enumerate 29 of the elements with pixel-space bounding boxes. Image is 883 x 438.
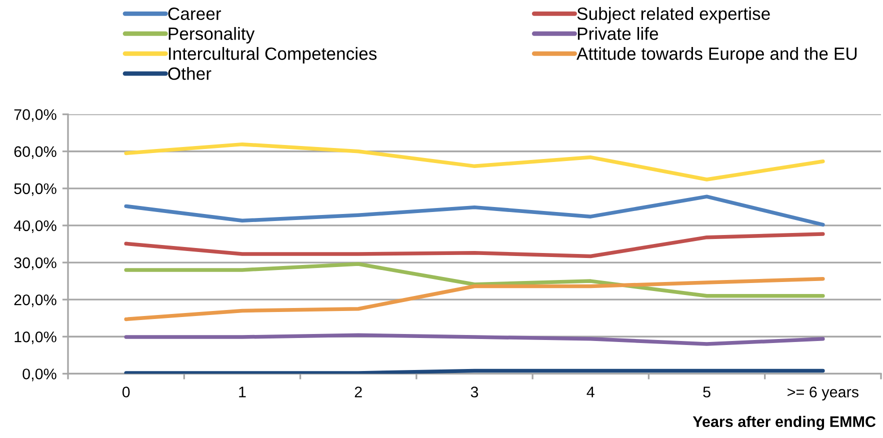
line-series [124, 142, 825, 182]
y-tick-label: 60,0% [14, 146, 56, 159]
line-series [124, 333, 825, 346]
y-tick-label: 10,0% [14, 332, 56, 344]
y-tick-label: 70,0% [14, 109, 56, 122]
legend-label: Other [168, 66, 212, 80]
x-tick-label: >= 6 years [788, 386, 858, 400]
y-tick-label: 40,0% [14, 220, 56, 233]
line-series [124, 232, 825, 258]
line-series [124, 194, 825, 227]
y-tick-label: 30,0% [14, 257, 56, 270]
x-tick-label: 4 [586, 386, 594, 398]
legend-label: Personality [168, 27, 255, 44]
x-tick-label: 5 [703, 386, 710, 398]
legend-label: Attitude towards Europe and the EU [576, 46, 857, 64]
x-tick-label: 2 [354, 386, 362, 398]
legend-label: Private life [578, 27, 658, 40]
x-tick-label: 0 [122, 386, 130, 398]
y-tick-label: 50,0% [14, 183, 56, 196]
x-tick-label: 3 [470, 386, 478, 398]
y-tick-label: 0,0% [22, 368, 56, 382]
line-series [124, 276, 825, 322]
legend-label: Subject related expertise [577, 7, 770, 24]
y-tick-label: 20,0% [14, 294, 56, 308]
x-axis-title: Years after ending EMMC [692, 416, 876, 430]
legend-label: Career [168, 8, 222, 20]
x-tick-label: 1 [239, 386, 246, 398]
legend-label: Intercultural Competencies [169, 46, 377, 64]
line-series [124, 262, 825, 298]
